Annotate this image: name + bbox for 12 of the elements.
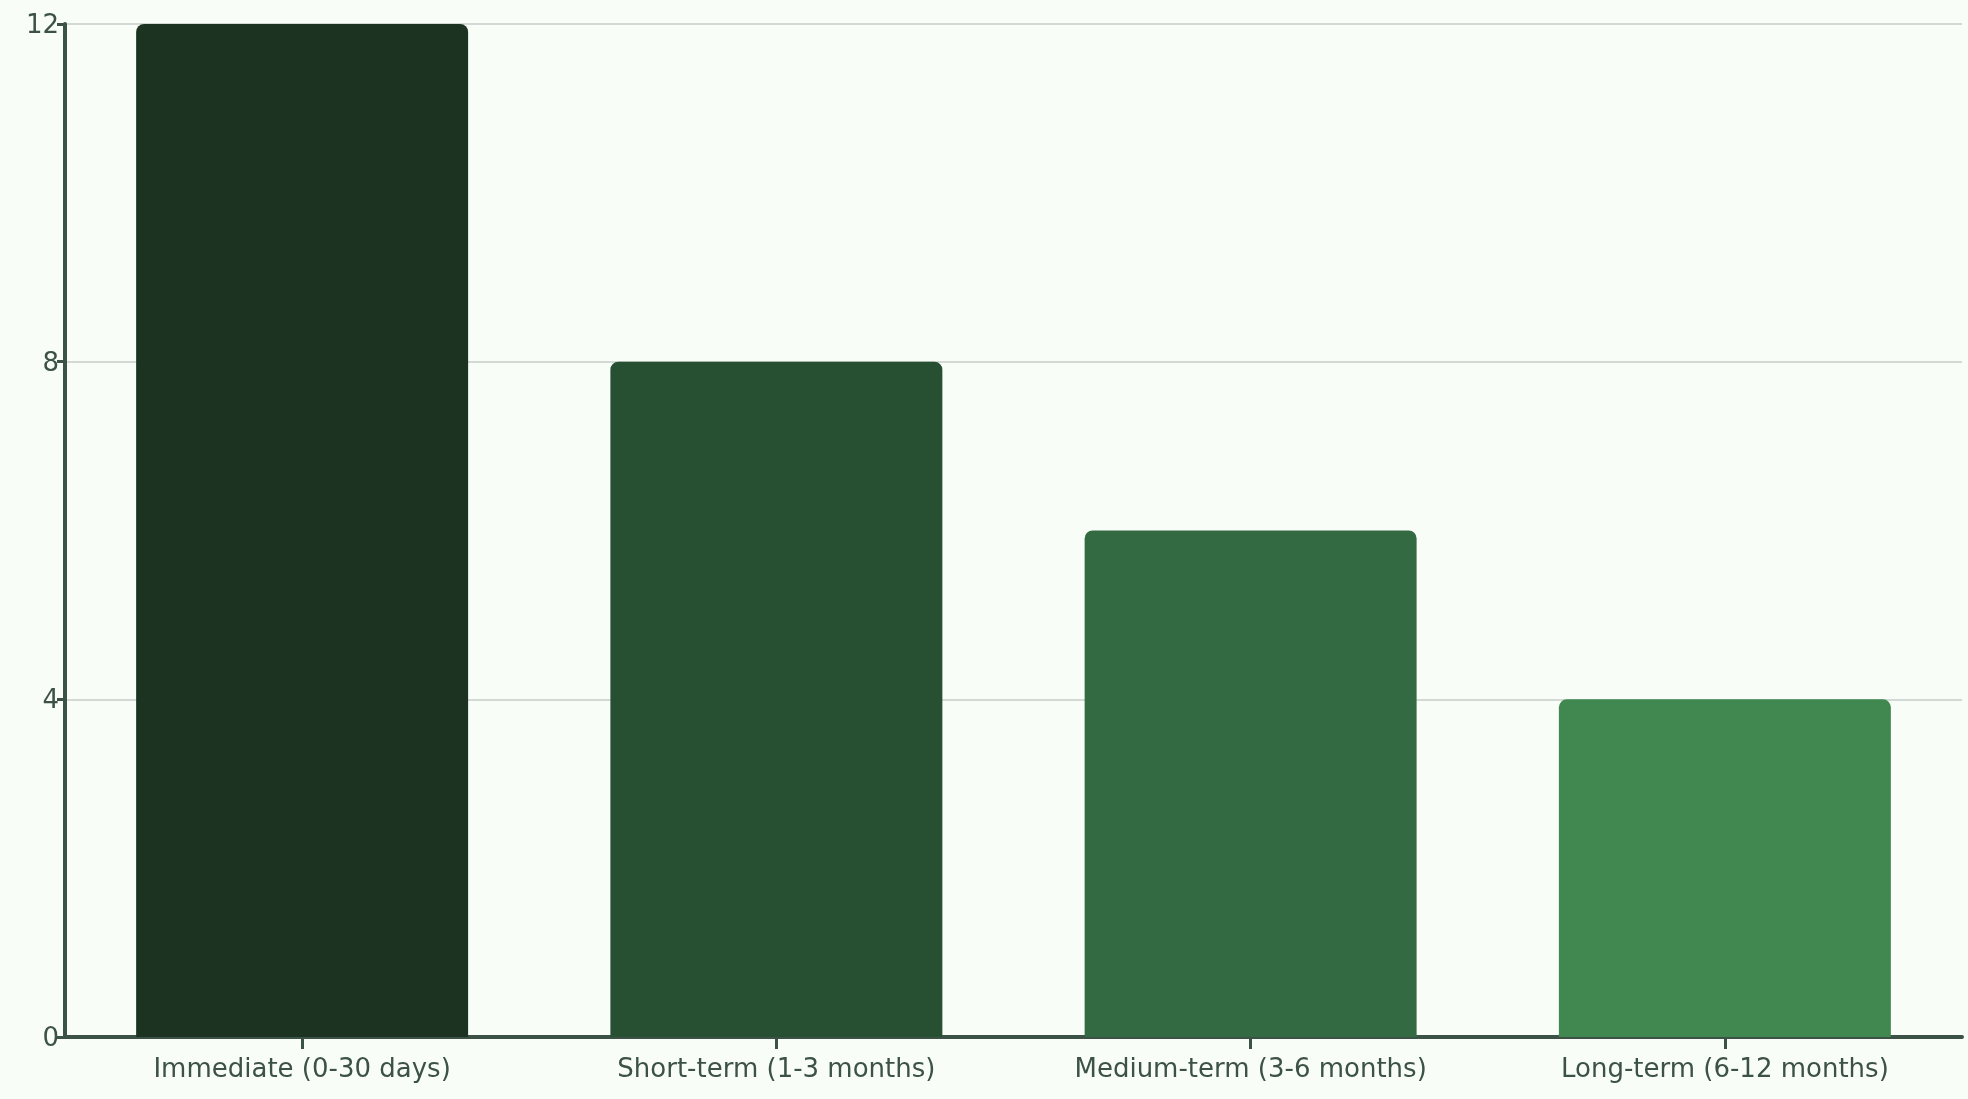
y-tick-label: 0 — [42, 1022, 59, 1052]
bar — [1558, 699, 1891, 1037]
x-tick-label: Long-term (6-12 months) — [1560, 1053, 1889, 1083]
y-tick-label: 8 — [42, 346, 59, 377]
x-tick-label: Immediate (0-30 days) — [153, 1053, 451, 1083]
x-tick-label: Short-term (1-3 months) — [617, 1053, 936, 1083]
y-tick-label: 4 — [42, 684, 59, 715]
bar — [136, 24, 469, 1037]
y-tick-label: 12 — [25, 9, 59, 39]
bar — [1084, 530, 1417, 1037]
x-tick-label: Medium-term (3-6 months) — [1074, 1053, 1427, 1083]
bar — [610, 361, 943, 1037]
